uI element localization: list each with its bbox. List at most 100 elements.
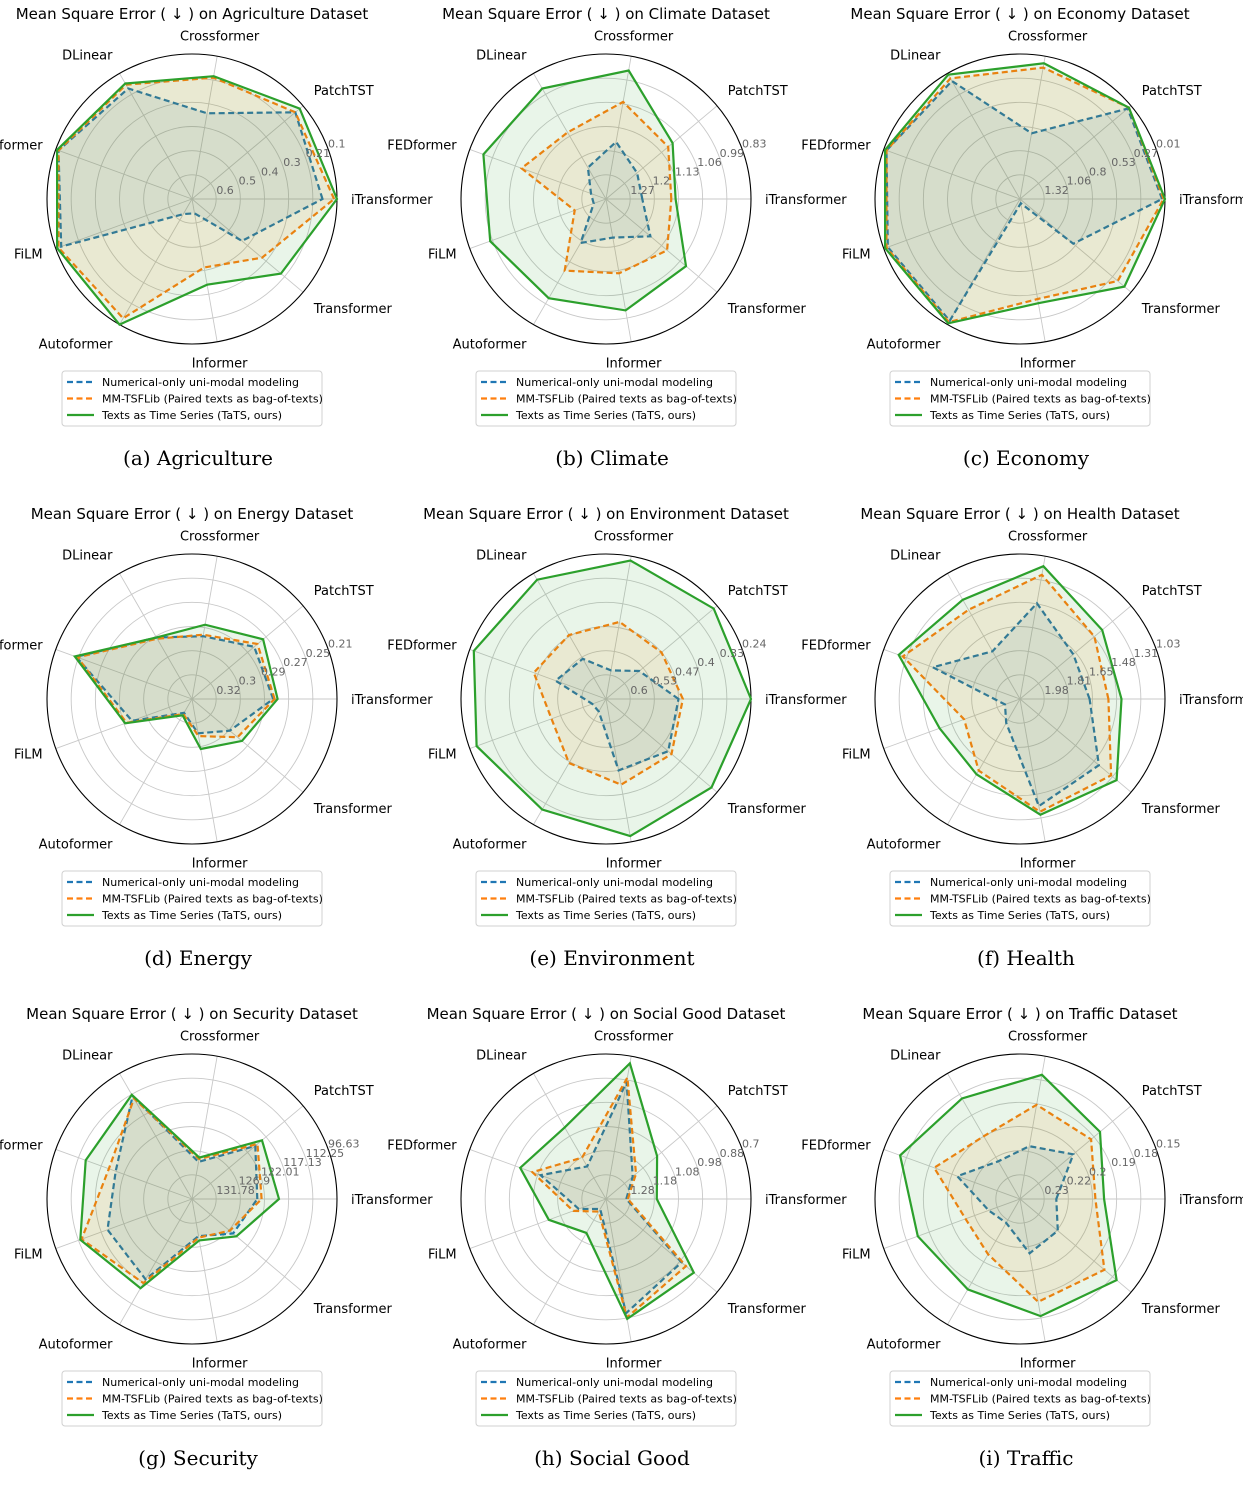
axis-label: Informer xyxy=(606,1357,662,1372)
outer-frame xyxy=(46,553,338,845)
axis-label: FEDformer xyxy=(801,1139,871,1154)
axis-label: iTransformer xyxy=(351,693,433,708)
legend: Numerical-only uni-modal modeling MM-TSFL… xyxy=(475,370,737,427)
subfigure-caption: (a) Agriculture xyxy=(123,446,273,470)
axis-label: iTransformer xyxy=(765,1193,847,1208)
axis-label: PatchTST xyxy=(314,584,374,599)
grid-spoke xyxy=(191,105,304,200)
radial-tick-label: 0.3 xyxy=(239,675,257,688)
grid-spoke xyxy=(55,1148,193,1200)
grid-spoke xyxy=(883,1148,1021,1200)
radial-tick-label: 0.22 xyxy=(1067,1175,1092,1188)
radial-tick-label: 0.3 xyxy=(283,156,301,169)
legend-label: Numerical-only uni-modal modeling xyxy=(516,876,713,889)
axis-label: Crossformer xyxy=(1008,29,1088,44)
radial-tick-label: 117.13 xyxy=(283,1156,322,1169)
grid-spoke xyxy=(469,698,607,750)
axis-label: Transformer xyxy=(727,802,807,817)
series-polygon-tats xyxy=(79,1093,281,1290)
radial-tick-label: 0.23 xyxy=(1044,1184,1069,1197)
radar-chart: Mean Square Error ( ↓ ) on Security Data… xyxy=(0,1005,433,1470)
legend-label: MM-TSFLib (Paired texts as bag-of-texts) xyxy=(516,393,737,406)
chart-title: Mean Square Error ( ↓ ) on Energy Datase… xyxy=(31,505,354,523)
axis-label: Transformer xyxy=(313,302,393,317)
axis-label: Autoformer xyxy=(453,838,527,853)
legend-label: Numerical-only uni-modal modeling xyxy=(516,376,713,389)
legend-label: Numerical-only uni-modal modeling xyxy=(930,876,1127,889)
subfigure-caption: (f) Health xyxy=(977,946,1075,970)
grid-spoke xyxy=(119,1198,193,1325)
axis-label: PatchTST xyxy=(728,584,788,599)
legend: Numerical-only uni-modal modeling MM-TSFL… xyxy=(61,870,323,927)
radial-tick-label: 0.27 xyxy=(1134,147,1159,160)
grid-spoke xyxy=(605,556,632,700)
radial-tick-label: 0.5 xyxy=(239,175,257,188)
legend: Numerical-only uni-modal modeling MM-TSFL… xyxy=(475,1370,737,1427)
grid-spoke xyxy=(1019,1105,1132,1200)
chart-title: Mean Square Error ( ↓ ) on Security Data… xyxy=(26,1005,358,1023)
axis-label: DLinear xyxy=(476,48,527,63)
radar-chart: Mean Square Error ( ↓ ) on Traffic Datas… xyxy=(801,1005,1243,1470)
radial-tick-label: 1.08 xyxy=(675,1165,700,1178)
axis-label: DLinear xyxy=(476,548,527,563)
radar-chart-panel: Mean Square Error ( ↓ ) on Social Good D… xyxy=(387,1000,847,1491)
radar-chart: Mean Square Error ( ↓ ) on Health Datase… xyxy=(801,505,1243,970)
axis-label: DLinear xyxy=(62,548,113,563)
chart-title: Mean Square Error ( ↓ ) on Social Good D… xyxy=(427,1005,786,1023)
axis-label: Transformer xyxy=(727,1302,807,1317)
series-polygon-tats xyxy=(482,69,688,312)
series-polygon-numerical-only xyxy=(929,601,1101,808)
radial-tick-label: 0.47 xyxy=(675,665,700,678)
axis-label: FEDformer xyxy=(0,1139,43,1154)
series-polygon-mm-tsflib xyxy=(57,76,336,320)
axis-label: DLinear xyxy=(62,48,113,63)
subfigure-caption: (b) Climate xyxy=(555,446,669,470)
legend-box xyxy=(475,370,737,427)
series-polygon-tats xyxy=(55,75,339,326)
legend-box xyxy=(889,370,1151,427)
legend-label: MM-TSFLib (Paired texts as bag-of-texts) xyxy=(930,893,1151,906)
grid-spoke xyxy=(1019,605,1132,700)
radial-tick-label: 1.27 xyxy=(630,184,655,197)
legend-label: Texts as Time Series (TaTS, ours) xyxy=(515,909,696,922)
grid-spoke xyxy=(533,1198,607,1325)
radial-tick-label: 126.9 xyxy=(239,1175,271,1188)
axis-label: Crossformer xyxy=(594,529,674,544)
grid-spoke xyxy=(947,73,1021,200)
radial-tick-label: 0.27 xyxy=(283,656,308,669)
legend-box xyxy=(475,870,737,927)
radial-tick-label: 1.13 xyxy=(675,165,700,178)
chart-title: Mean Square Error ( ↓ ) on Environment D… xyxy=(423,505,789,523)
grid-spoke xyxy=(605,198,718,293)
grid-spoke xyxy=(883,148,1021,200)
radial-tick-label: 0.6 xyxy=(630,684,648,697)
legend: Numerical-only uni-modal modeling MM-TSFL… xyxy=(61,1370,323,1427)
legend-label: MM-TSFLib (Paired texts as bag-of-texts) xyxy=(930,1393,1151,1406)
grid-spoke xyxy=(883,648,1021,700)
grid-spoke xyxy=(469,148,607,200)
radar-chart-panel: Mean Square Error ( ↓ ) on Health Datase… xyxy=(801,500,1243,991)
radial-tick-label: 1.31 xyxy=(1134,647,1159,660)
radial-tick-label: 0.18 xyxy=(1134,1147,1159,1160)
axis-label: FEDformer xyxy=(387,639,457,654)
axis-label: Informer xyxy=(192,857,248,872)
series-polygon-numerical-only xyxy=(553,657,680,772)
legend-label: Numerical-only uni-modal modeling xyxy=(516,1376,713,1389)
radial-tick-label: 1.48 xyxy=(1111,656,1136,669)
grid-spoke xyxy=(1019,105,1132,200)
legend: Numerical-only uni-modal modeling MM-TSFL… xyxy=(889,1370,1151,1427)
axis-label: FiLM xyxy=(14,247,43,262)
radial-tick-label: 0.6 xyxy=(216,184,234,197)
grid-spoke xyxy=(605,198,632,342)
grid-spoke xyxy=(191,698,304,793)
legend-label: Numerical-only uni-modal modeling xyxy=(102,1376,299,1389)
series-polygon-tats xyxy=(518,1061,696,1321)
series-polygon-numerical-only xyxy=(955,1145,1075,1255)
legend-label: Numerical-only uni-modal modeling xyxy=(102,376,299,389)
grid-spoke xyxy=(883,698,1021,750)
grid-spoke xyxy=(1019,1198,1046,1342)
subfigure-caption: (c) Economy xyxy=(963,446,1090,470)
legend-label: Texts as Time Series (TaTS, ours) xyxy=(515,409,696,422)
axis-label: Autoformer xyxy=(39,1338,113,1353)
axis-label: iTransformer xyxy=(765,193,847,208)
